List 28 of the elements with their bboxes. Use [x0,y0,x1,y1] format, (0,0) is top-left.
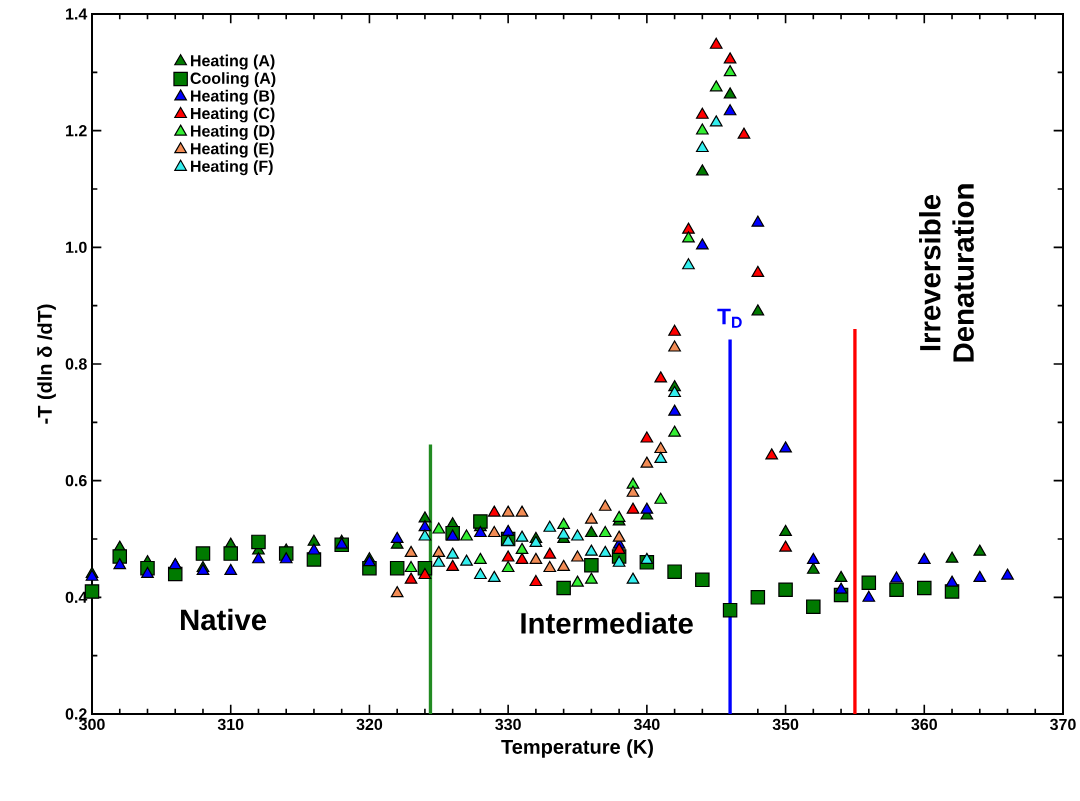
x-tick-label: 340 [633,718,660,731]
y-tick-label: 0.4 [65,591,88,603]
y-tick-label: 0.8 [65,358,87,370]
annotation: Intermediate [521,612,693,634]
legend-label: Heating (C) [191,107,275,123]
legend-label: Heating (F) [191,160,273,176]
y-axis-title: -T (dln δ /dT) [37,304,56,424]
x-tick-label: 350 [772,718,799,731]
annotation: Native [181,608,267,631]
x-tick-label: 330 [495,718,521,731]
legend-label: Heating (B) [191,89,275,105]
x-tick-label: 360 [911,718,937,731]
x-tick-label: 300 [79,718,105,731]
legend-label: Heating (A) [191,54,275,70]
legend-label: Heating (D) [191,124,275,140]
x-tick-label: 310 [217,718,244,731]
y-tick-label: 0.2 [65,708,87,720]
x-axis-title: Temperature (K) [501,739,653,758]
y-tick-label: 1.0 [66,241,87,253]
legend-label: Heating (E) [191,142,274,158]
x-tick-label: 370 [1050,718,1076,731]
annotation: Irreversible Denaturation [919,184,974,362]
y-tick-label: 1.4 [66,8,88,20]
x-tick-label: 320 [356,718,383,731]
y-tick-label: 1.2 [66,125,87,137]
ref-line-label: T$_{D}$ [717,308,742,328]
y-tick-label: 0.6 [65,475,87,487]
legend-label: Cooling (A) [190,72,276,88]
